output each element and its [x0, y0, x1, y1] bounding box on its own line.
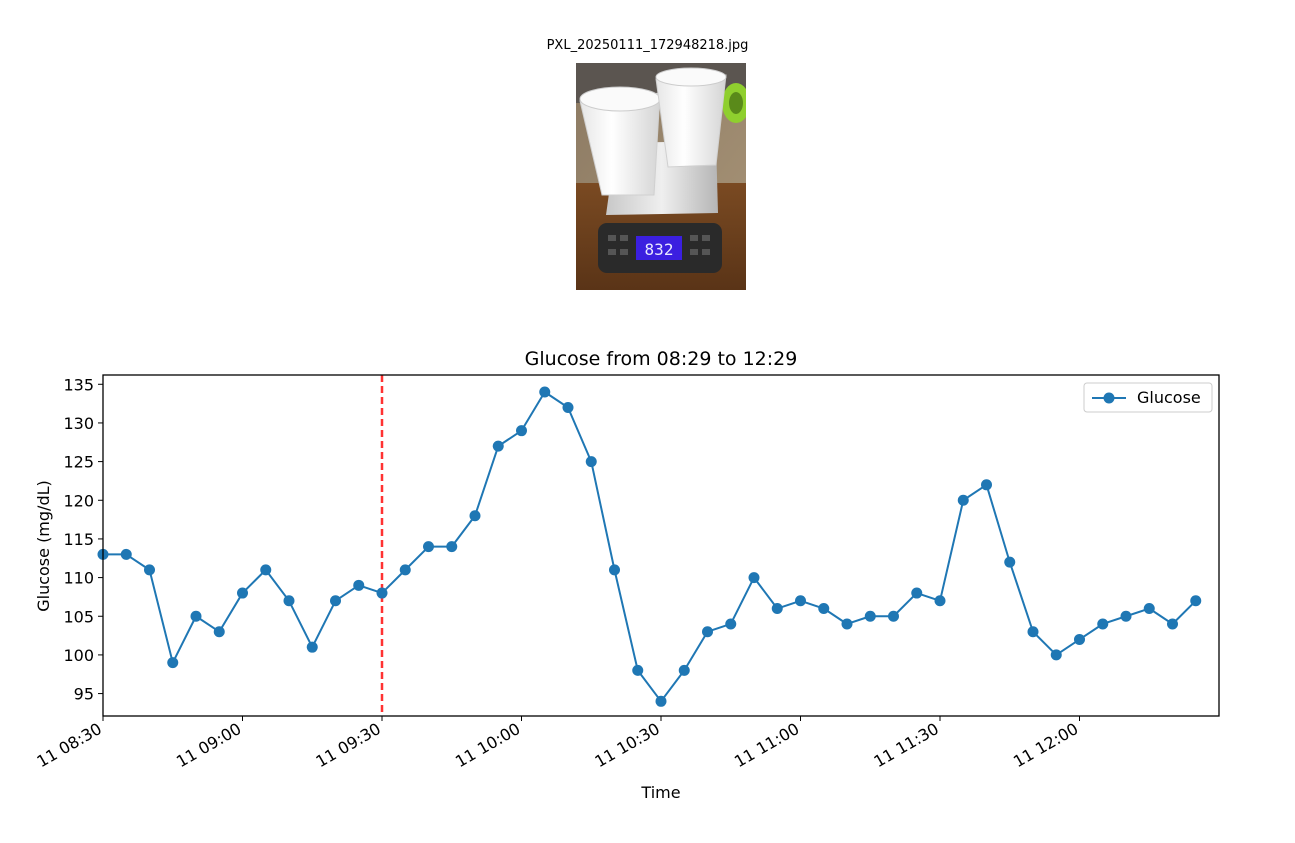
glucose-data-point — [841, 618, 853, 630]
plot-frame — [102, 374, 1220, 717]
glucose-data-point — [120, 548, 132, 560]
glucose-data-point — [1097, 618, 1109, 630]
x-tick-label: 11 11:30 — [871, 719, 942, 771]
glucose-data-point — [1050, 649, 1062, 661]
glucose-data-point — [353, 579, 365, 591]
x-tick-label: 11 08:30 — [34, 719, 105, 771]
glucose-data-point — [585, 456, 597, 468]
glucose-data-point — [702, 626, 713, 638]
glucose-data-point — [911, 587, 923, 599]
glucose-data-point — [492, 440, 504, 452]
chart-title: Glucose from 08:29 to 12:29 — [525, 348, 798, 370]
x-tick-label: 11 09:00 — [173, 719, 244, 771]
y-tick-label: 110 — [63, 569, 94, 588]
legend: Glucose — [1083, 382, 1213, 413]
glucose-data-point — [748, 572, 760, 584]
glucose-data-point — [237, 587, 248, 599]
glucose-data-point — [423, 541, 434, 553]
glucose-data-point — [539, 386, 551, 398]
glucose-data-point — [469, 510, 481, 522]
glucose-data-point — [1027, 626, 1039, 638]
scale-display-text: 832 — [645, 240, 674, 259]
x-tick-label: 11 12:00 — [1010, 719, 1081, 771]
glucose-data-point — [167, 657, 179, 669]
glucose-data-point — [1190, 595, 1202, 607]
y-tick-label: 135 — [63, 375, 94, 394]
glucose-data-point — [818, 603, 830, 615]
y-tick-label: 95 — [74, 685, 94, 704]
glucose-data-point — [981, 479, 992, 491]
y-tick-label: 130 — [63, 414, 94, 433]
glucose-data-point — [399, 564, 411, 576]
glucose-data-point — [725, 618, 737, 630]
x-tick-label: 11 09:30 — [313, 719, 384, 771]
glucose-data-point — [1167, 618, 1178, 630]
glucose-data-point — [888, 610, 899, 622]
glucose-data-point — [1143, 603, 1155, 615]
glucose-series-line — [103, 391, 1197, 703]
y-axis-label: Glucose (mg/dL) — [34, 480, 53, 612]
glucose-data-point — [306, 641, 318, 653]
glucose-data-point — [260, 564, 272, 576]
x-tick-label: 11 10:00 — [452, 719, 523, 771]
glucose-data-point — [516, 425, 527, 437]
glucose-data-point — [1074, 633, 1085, 645]
y-tick-label: 115 — [63, 530, 94, 549]
x-tick-label: 11 11:00 — [731, 719, 802, 771]
y-tick-label: 120 — [63, 491, 94, 510]
glucose-data-point — [446, 541, 458, 553]
glucose-data-point — [1120, 610, 1132, 622]
legend-box — [1083, 382, 1213, 413]
glucose-data-point — [283, 595, 295, 607]
glucose-data-point — [213, 626, 225, 638]
legend-marker — [1103, 392, 1115, 404]
glucose-data-point — [376, 587, 388, 599]
meal-photo: 832 — [576, 63, 746, 290]
y-tick-label: 100 — [63, 646, 94, 665]
glucose-data-point — [864, 610, 876, 622]
legend-label: Glucose — [1137, 388, 1201, 407]
glucose-data-point — [144, 564, 155, 576]
glucose-data-point — [632, 664, 644, 676]
glucose-data-point — [330, 595, 341, 607]
glucose-data-point — [795, 595, 806, 607]
glucose-data-point — [934, 595, 946, 607]
x-tick-label: 11 10:30 — [592, 719, 663, 771]
image-filename: PXL_20250111_172948218.jpg — [546, 38, 749, 53]
glucose-data-point — [957, 494, 969, 506]
glucose-data-point — [678, 664, 690, 676]
glucose-data-point — [655, 695, 667, 707]
y-tick-label: 105 — [63, 607, 94, 626]
glucose-data-point — [190, 610, 202, 622]
glucose-data-point — [771, 603, 783, 615]
glucose-data-point — [1004, 556, 1016, 568]
glucose-data-point — [609, 564, 620, 576]
y-tick-label: 125 — [63, 453, 94, 472]
glucose-data-point — [562, 401, 574, 413]
x-axis-label: Time — [640, 783, 680, 802]
